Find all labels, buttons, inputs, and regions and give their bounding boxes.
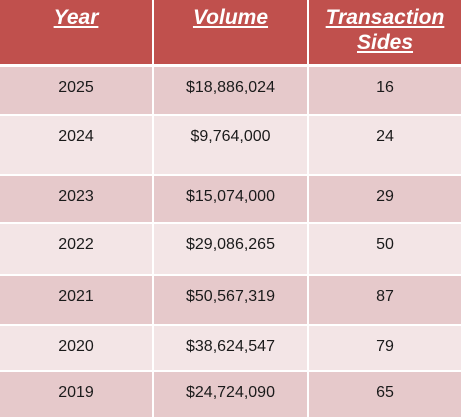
header-row: Year Volume Transaction Sides <box>0 0 461 67</box>
cell-volume: $15,074,000 <box>153 175 309 224</box>
table-body: 2025 $18,886,024 16 2024 $9,764,000 24 2… <box>0 65 461 419</box>
cell-volume: $29,086,265 <box>153 223 309 276</box>
header-volume: Volume <box>153 0 309 67</box>
cell-sides: 79 <box>308 325 461 372</box>
cell-year: 2024 <box>0 115 154 176</box>
cell-volume: $24,724,090 <box>153 371 309 419</box>
cell-year: 2023 <box>0 175 154 224</box>
table-row: 2023 $15,074,000 29 <box>0 175 461 224</box>
header-year: Year <box>0 0 154 67</box>
cell-volume: $50,567,319 <box>153 275 309 326</box>
cell-sides: 50 <box>308 223 461 276</box>
table-row: 2021 $50,567,319 87 <box>0 275 461 326</box>
cell-sides: 24 <box>308 115 461 176</box>
cell-year: 2025 <box>0 65 154 116</box>
table-row: 2024 $9,764,000 24 <box>0 115 461 176</box>
cell-year: 2019 <box>0 371 154 419</box>
table-row: 2019 $24,724,090 65 <box>0 371 461 419</box>
cell-sides: 16 <box>308 65 461 116</box>
cell-volume: $9,764,000 <box>153 115 309 176</box>
cell-year: 2021 <box>0 275 154 326</box>
header-transaction-sides: Transaction Sides <box>308 0 461 67</box>
table-row: 2022 $29,086,265 50 <box>0 223 461 276</box>
table-row: 2020 $38,624,547 79 <box>0 325 461 372</box>
table-row: 2025 $18,886,024 16 <box>0 65 461 116</box>
cell-sides: 87 <box>308 275 461 326</box>
cell-sides: 29 <box>308 175 461 224</box>
cell-volume: $18,886,024 <box>153 65 309 116</box>
cell-volume: $38,624,547 <box>153 325 309 372</box>
table-header: Year Volume Transaction Sides <box>0 0 461 67</box>
cell-sides: 65 <box>308 371 461 419</box>
cell-year: 2022 <box>0 223 154 276</box>
cell-year: 2020 <box>0 325 154 372</box>
